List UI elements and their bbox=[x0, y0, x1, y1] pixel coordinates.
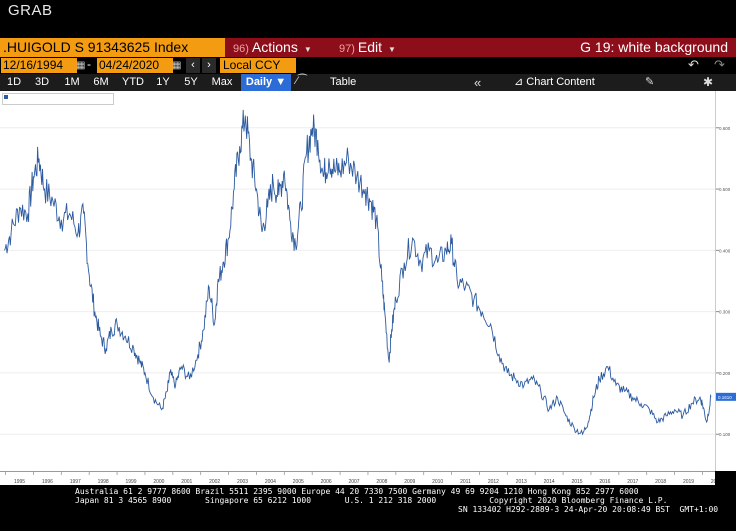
y-tick-label: 0.400 bbox=[719, 248, 731, 253]
edit-menu-number: 97) bbox=[339, 43, 355, 55]
period-6m[interactable]: 6M bbox=[93, 76, 109, 88]
end-date-field[interactable]: 04/24/2020 bbox=[97, 58, 173, 73]
chevron-down-icon: ▼ bbox=[275, 76, 287, 88]
x-tick-label: 1996 bbox=[42, 479, 53, 485]
gear-icon[interactable]: ✱ bbox=[703, 75, 714, 89]
period-ytd[interactable]: YTD bbox=[122, 76, 144, 88]
x-tick-label: 2016 bbox=[599, 479, 610, 485]
x-tick-label: 2012 bbox=[488, 479, 499, 485]
date-range-bar bbox=[0, 57, 736, 74]
x-tick-label: 2011 bbox=[460, 479, 471, 485]
footer-contacts-line1: Australia 61 2 9777 8600 Brazil 5511 239… bbox=[75, 487, 639, 496]
double-chevron-left-icon[interactable]: « bbox=[474, 75, 482, 90]
period-5y[interactable]: 5Y bbox=[184, 76, 198, 88]
table-button[interactable]: Table bbox=[330, 76, 357, 88]
last-value-tag bbox=[716, 392, 736, 401]
actions-menu[interactable]: 96) Actions ▼ bbox=[230, 38, 321, 57]
legend-swatch bbox=[4, 95, 8, 99]
frequency-select[interactable]: Daily ▼ bbox=[241, 74, 291, 91]
x-tick-label: 2015 bbox=[571, 479, 582, 485]
x-tick-label: 2019 bbox=[683, 479, 694, 485]
x-tick-label: 2003 bbox=[237, 479, 248, 485]
x-tick-label: 2005 bbox=[293, 479, 304, 485]
x-tick-label: 2017 bbox=[627, 479, 638, 485]
x-tick-label: 2009 bbox=[404, 479, 415, 485]
next-period-button[interactable]: › bbox=[202, 58, 216, 73]
window-title: GRAB bbox=[8, 2, 53, 19]
y-tick-label: 0.600 bbox=[719, 126, 731, 131]
edit-icon[interactable]: ✎ bbox=[645, 76, 655, 88]
x-tick-label: 2014 bbox=[544, 479, 555, 485]
x-tick-label: 2001 bbox=[181, 479, 192, 485]
redo-icon[interactable]: ↷ bbox=[714, 57, 725, 72]
actions-menu-number: 96) bbox=[233, 43, 249, 55]
period-1m[interactable]: 1M bbox=[64, 76, 80, 88]
edit-menu[interactable]: 97) Edit ▼ bbox=[336, 38, 409, 57]
x-axis: 1995 1996 1997 1998 1999 2000 2001 2002 2003 2004… bbox=[0, 471, 722, 485]
calendar-icon[interactable]: ▦ bbox=[172, 60, 182, 71]
y-tick-label: 0.300 bbox=[719, 310, 731, 315]
chevron-down-icon: ▼ bbox=[303, 45, 312, 54]
x-tick-label: 2006 bbox=[321, 479, 332, 485]
x-tick-label: 2004 bbox=[265, 479, 276, 485]
footer-contacts-line2: Japan 81 3 4565 8900 Singapore 65 6212 1… bbox=[75, 496, 668, 505]
period-1d[interactable]: 1D bbox=[6, 76, 22, 88]
currency-select[interactable]: Local CCY bbox=[220, 58, 296, 73]
x-tick-label: 1998 bbox=[98, 479, 109, 485]
start-date-field[interactable]: 12/16/1994 bbox=[1, 58, 77, 73]
y-axis-labels: 0.600 0.500 0.400 0.300 0.200 0.100 0.1610 bbox=[716, 126, 736, 437]
actions-menu-label: Actions bbox=[251, 39, 298, 55]
footer: Australia 61 2 9777 8600 Brazil 5511 239… bbox=[0, 485, 736, 531]
period-1y[interactable]: 1Y bbox=[156, 76, 170, 88]
previous-period-button[interactable]: ‹ bbox=[186, 58, 200, 73]
y-tick-label: 0.100 bbox=[719, 432, 731, 437]
x-tick-label: 2007 bbox=[348, 479, 359, 485]
period-bar bbox=[0, 74, 736, 91]
x-tick-label: 2000 bbox=[153, 479, 164, 485]
x-tick-label: 2013 bbox=[516, 479, 527, 485]
y-tick-label: 0.500 bbox=[719, 187, 731, 192]
frequency-label: Daily bbox=[245, 76, 273, 88]
period-3d[interactable]: 3D bbox=[34, 76, 50, 88]
ticker-field[interactable]: .HUIGOLD S 91343625 Index bbox=[0, 38, 225, 57]
x-tick-label: 1995 bbox=[14, 479, 25, 485]
line-chart-icon[interactable]: ⁄⁀ bbox=[296, 75, 307, 87]
y-axis: 0.600 0.500 0.400 0.300 0.200 0.100 0.1610 bbox=[715, 91, 736, 471]
undo-icon[interactable]: ↶ bbox=[688, 57, 699, 72]
chart-plot-area[interactable] bbox=[0, 91, 715, 471]
graph-title: G 19: white background bbox=[580, 39, 728, 55]
legend-box bbox=[2, 93, 114, 105]
y-tick-label: 0.200 bbox=[719, 371, 731, 376]
x-tick-label: 1997 bbox=[70, 479, 81, 485]
series-line bbox=[4, 109, 712, 436]
chart-content-button[interactable]: ⊿ Chart Content bbox=[514, 74, 595, 91]
footer-timestamp: SN 133402 H292-2889-3 24-Apr-20 20:08:49… bbox=[458, 505, 719, 514]
chart-content-icon: ⊿ bbox=[514, 76, 527, 88]
x-tick-label: 2010 bbox=[432, 479, 443, 485]
x-axis-labels: 1995 1996 1997 1998 1999 2000 2001 2002 2003 2004… bbox=[0, 471, 722, 485]
price-chart bbox=[0, 109, 715, 436]
x-tick-label: 2008 bbox=[376, 479, 387, 485]
last-value-label: 0.1610 bbox=[718, 395, 732, 400]
calendar-icon[interactable]: ▦ bbox=[76, 60, 86, 71]
chart-content-label: Chart Content bbox=[526, 76, 595, 88]
period-max[interactable]: Max bbox=[211, 76, 233, 88]
edit-menu-label: Edit bbox=[357, 39, 383, 55]
x-tick-label: 1999 bbox=[125, 479, 136, 485]
x-tick-label: 2002 bbox=[209, 479, 220, 485]
date-separator: - bbox=[87, 57, 91, 71]
chevron-down-icon: ▼ bbox=[388, 45, 396, 54]
x-tick-label: 2018 bbox=[655, 479, 666, 485]
